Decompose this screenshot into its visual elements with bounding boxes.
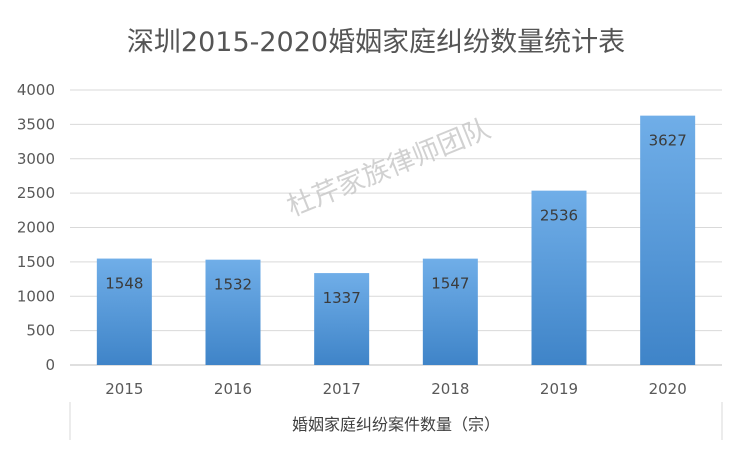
- x-axis-label: 婚姻家庭纠纷案件数量（宗）: [292, 415, 500, 434]
- x-tick-label-2017: 2017: [323, 380, 361, 398]
- data-label-2019: 2536: [540, 207, 578, 225]
- y-tick-label: 0: [45, 356, 55, 374]
- bar-2018: [422, 258, 478, 365]
- data-label-2017: 1337: [323, 289, 361, 307]
- y-tick-label: 1000: [17, 287, 55, 305]
- bar-2015: [96, 258, 152, 365]
- bar-2019: [531, 190, 587, 365]
- y-tick-label: 1500: [17, 253, 55, 271]
- x-axis-ticks: 2015 2016 2017 2018 2019 2020: [105, 380, 687, 398]
- x-tick-label-2016: 2016: [214, 380, 252, 398]
- x-tick-label-2019: 2019: [540, 380, 578, 398]
- x-tick-label-2015: 2015: [105, 380, 143, 398]
- x-tick-label-2018: 2018: [431, 380, 469, 398]
- data-label-2015: 1548: [105, 275, 143, 293]
- data-label-2020: 3627: [649, 132, 687, 150]
- y-tick-label: 3000: [17, 150, 55, 168]
- bars: 1548 1532 1337 1547 2536 3627: [96, 115, 696, 365]
- gridlines: [70, 89, 722, 366]
- bar-2016: [205, 259, 261, 365]
- y-axis-ticks: 0 500 1000 1500 2000 2500 3000 3500 4000: [17, 81, 55, 374]
- data-label-2018: 1547: [431, 275, 469, 293]
- watermark-text: 杜芹家族律师团队: [283, 113, 495, 223]
- x-tick-label-2020: 2020: [649, 380, 687, 398]
- bar-2020: [640, 115, 696, 365]
- y-tick-label: 3500: [17, 115, 55, 133]
- y-tick-label: 2000: [17, 219, 55, 237]
- y-tick-label: 500: [26, 322, 55, 340]
- y-tick-label: 4000: [17, 81, 55, 99]
- data-label-2016: 1532: [214, 276, 252, 294]
- y-tick-label: 2500: [17, 184, 55, 202]
- bar-2017: [314, 273, 370, 365]
- chart-title: 深圳2015-2020婚姻家庭纠纷数量统计表: [127, 27, 625, 58]
